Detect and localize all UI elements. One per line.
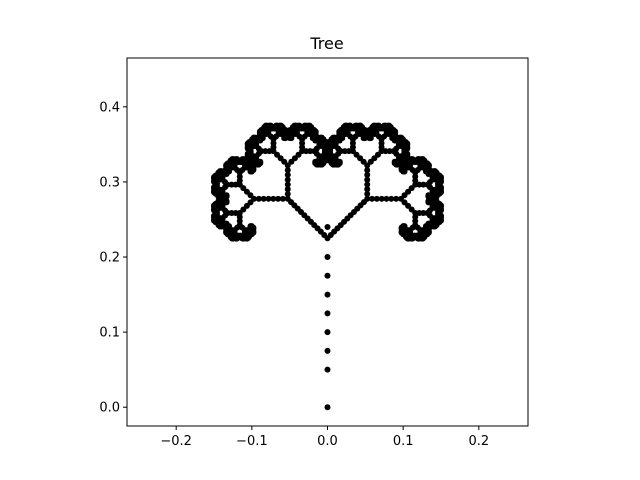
scatter-point	[284, 186, 291, 193]
scatter-point	[279, 195, 286, 202]
x-tick-label: 0.0	[317, 434, 338, 449]
scatter-point	[324, 223, 331, 230]
scatter-point	[284, 167, 291, 174]
scatter-point	[265, 195, 272, 202]
scatter-point	[364, 181, 371, 188]
x-tick-label: −0.2	[160, 434, 192, 449]
scatter-point	[383, 195, 390, 202]
scatter-point	[247, 168, 254, 175]
y-tick-label: 0.1	[99, 326, 120, 341]
scatter-point	[324, 291, 331, 298]
scatter-point	[393, 195, 400, 202]
scatter-point	[275, 195, 282, 202]
scatter-point	[364, 171, 371, 178]
scatter-point	[324, 366, 331, 373]
scatter-point	[255, 195, 262, 202]
x-axis: −0.2 −0.1 0.0 0.1 0.2	[160, 426, 489, 449]
y-tick-label: 0.0	[99, 401, 120, 416]
scatter-point	[324, 254, 331, 261]
scatter-point	[284, 191, 291, 198]
y-tick-label: 0.3	[99, 175, 120, 190]
scatter-point	[324, 310, 331, 317]
y-tick-label: 0.4	[99, 100, 120, 115]
scatter-point	[284, 176, 291, 183]
scatter-point	[260, 195, 267, 202]
scatter-point	[284, 195, 291, 202]
scatter-points	[211, 122, 444, 411]
x-tick-label: 0.2	[468, 434, 489, 449]
scatter-point	[378, 195, 385, 202]
scatter-point	[284, 181, 291, 188]
scatter-point	[270, 195, 277, 202]
chart-title: Tree	[309, 34, 343, 53]
x-tick-label: −0.1	[236, 434, 268, 449]
scatter-point	[364, 191, 371, 198]
scatter-point	[373, 195, 380, 202]
y-tick-label: 0.2	[99, 251, 120, 266]
x-tick-label: 0.1	[393, 434, 414, 449]
scatter-point	[401, 223, 408, 230]
scatter-point	[324, 272, 331, 279]
y-axis: 0.0 0.1 0.2 0.3 0.4	[99, 100, 127, 416]
scatter-point	[369, 195, 376, 202]
scatter-point	[364, 167, 371, 174]
scatter-point	[388, 195, 395, 202]
scatter-point	[284, 171, 291, 178]
scatter-point	[391, 158, 398, 165]
scatter-point	[312, 158, 319, 165]
scatter-point	[364, 186, 371, 193]
scatter-point	[324, 329, 331, 336]
scatter-point	[364, 176, 371, 183]
scatter-point	[324, 404, 331, 411]
scatter-point	[324, 347, 331, 354]
scatter-point	[364, 195, 371, 202]
